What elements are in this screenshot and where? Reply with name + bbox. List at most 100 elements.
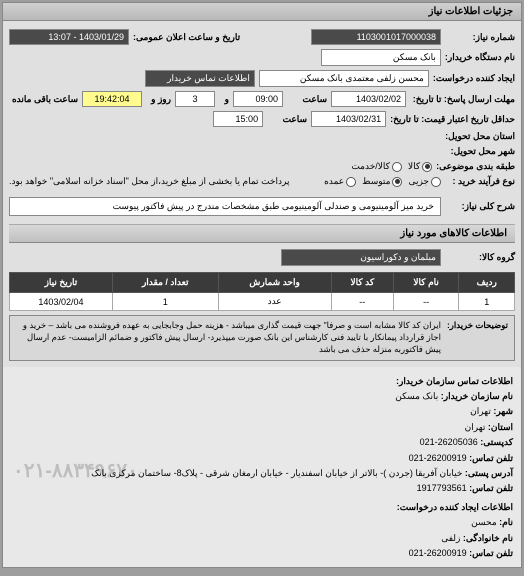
goods-section-title: اطلاعات کالاهای مورد نیاز: [9, 224, 515, 243]
radio-kala[interactable]: کالا: [408, 161, 432, 172]
creator-phone-label: تلفن تماس:: [469, 548, 513, 558]
deadline-send-date: 1403/02/02: [331, 91, 406, 107]
contact-org: بانک مسکن: [395, 391, 438, 401]
request-no-label: شماره نیاز:: [445, 32, 515, 43]
payment-note: پرداخت تمام یا بخشی از مبلغ خرید،از محل …: [9, 176, 289, 187]
radio-opt3-label: عمده: [324, 176, 344, 187]
budget-label: طبقه بندی موضوعی:: [436, 161, 515, 172]
radio-opt1[interactable]: جزیی: [408, 176, 441, 187]
contact-tel2: 1917793561: [417, 483, 467, 493]
process-type-label: نوع فرآیند خرید :: [445, 176, 515, 187]
contact-province-label: استان:: [488, 422, 513, 432]
contact-province: تهران: [465, 422, 486, 432]
time1-label: ساعت: [287, 94, 327, 105]
contact-city: تهران: [470, 406, 491, 416]
creator-family: زلفی: [441, 533, 460, 543]
contact-tel2-label: تلفن تماس:: [469, 483, 513, 493]
watermark-text: ۰۲۱-۸۸۳۴۹۶۷۰: [13, 455, 138, 487]
table-row: 1 -- -- عدد 1 1403/02/04: [10, 293, 515, 311]
buyer-contact-field[interactable]: اطلاعات تماس خریدار: [145, 70, 255, 87]
radio-opt2-label: متوسط: [362, 176, 390, 187]
request-no-field: 1103001017000038: [311, 29, 441, 45]
radio-opt1-label: جزیی: [408, 176, 429, 187]
contact-postal-label: کدپستی:: [480, 437, 513, 447]
buyer-org-field: بانک مسکن: [321, 49, 441, 66]
col-row: ردیف: [459, 273, 515, 293]
cell-qty: 1: [112, 293, 218, 311]
panel-body: شماره نیاز: 1103001017000038 تاریخ و ساع…: [3, 21, 521, 367]
cell-code: --: [331, 293, 393, 311]
contact-city-label: شهر:: [493, 406, 513, 416]
creator-field: محسن زلفی معتمدی بانک مسکن: [259, 70, 429, 87]
buyer-note-box: توضیحات خریدار: ایران کد کالا مشابه است …: [9, 315, 515, 361]
col-qty: تعداد / مقدار: [112, 273, 218, 293]
subject-radio-group: کالا کالا/خدمت: [351, 161, 432, 172]
row-goods-group: گروه کالا: مبلمان و دکوراسیون: [9, 247, 515, 268]
cell-unit: عدد: [218, 293, 331, 311]
buyer-note-label: توضیحات خریدار:: [447, 320, 508, 356]
radio-dot-icon: [422, 162, 432, 172]
row-creator: ایجاد کننده درخواست: محسن زلفی معتمدی با…: [9, 68, 515, 89]
row-budget: طبقه بندی موضوعی: کالا کالا/خدمت: [9, 159, 515, 174]
radio-khadamat[interactable]: کالا/خدمت: [351, 161, 402, 172]
remain2-label: روز و: [146, 94, 171, 105]
row-buyer-org: نام دستگاه خریدار: بانک مسکن: [9, 47, 515, 68]
contact-address-label: آدرس پستی:: [465, 468, 513, 478]
creator-family-label: نام خانوادگی:: [463, 533, 513, 543]
creator-name: محسن: [471, 517, 497, 527]
creator-name-label: نام:: [499, 517, 513, 527]
radio-opt3[interactable]: عمده: [324, 176, 356, 187]
radio-circle-icon: [392, 162, 402, 172]
details-panel: جزئیات اطلاعات نیاز شماره نیاز: 11030010…: [2, 2, 522, 568]
contact-org-label: نام سازمان خریدار:: [441, 391, 513, 401]
validity-time: 15:00: [213, 111, 263, 127]
radio-opt2[interactable]: متوسط: [362, 176, 402, 187]
row-request-no: شماره نیاز: 1103001017000038 تاریخ و ساع…: [9, 27, 515, 47]
delivery-city-label: شهر محل تحویل:: [445, 146, 515, 157]
validity-date: 1403/02/31: [311, 111, 386, 127]
goods-group-label: گروه کالا:: [445, 252, 515, 263]
row-process-type: نوع فرآیند خرید : جزیی متوسط عمده پرداخت…: [9, 174, 515, 189]
cell-row: 1: [459, 293, 515, 311]
creator-section-title: اطلاعات ایجاد کننده درخواست:: [11, 500, 513, 514]
row-need-desc: شرح کلی نیاز: خرید میز آلومینیومی و صندل…: [9, 195, 515, 218]
contact-address: خیابان آفریقا (جردن )- بالاتر از خیابان …: [91, 468, 462, 478]
row-delivery-city: شهر محل تحویل:: [9, 144, 515, 159]
cell-date: 1403/02/04: [10, 293, 113, 311]
cell-name: --: [393, 293, 459, 311]
deadline-send-label: مهلت ارسال پاسخ: تا تاریخ:: [410, 94, 515, 105]
deadline-send-time: 09:00: [233, 91, 283, 107]
radio-dot-icon: [392, 177, 402, 187]
remain-days: 3: [175, 91, 215, 107]
public-datetime-field: 1403/01/29 - 13:07: [9, 29, 129, 45]
radio-khadamat-label: کالا/خدمت: [351, 161, 390, 172]
creator-label: ایجاد کننده درخواست:: [433, 73, 515, 84]
contact-tel: 26200919-021: [409, 453, 467, 463]
row-deadline-send: مهلت ارسال پاسخ: تا تاریخ: 1403/02/02 سا…: [9, 89, 515, 109]
contact-section-title: اطلاعات تماس سازمان خریدار:: [11, 374, 513, 388]
col-name: نام کالا: [393, 273, 459, 293]
remain3-label: ساعت باقی مانده: [12, 94, 78, 105]
row-validity: حداقل تاریخ اعتبار قیمت: تا تاریخ: 1403/…: [9, 109, 515, 129]
goods-group-field: مبلمان و دکوراسیون: [281, 249, 441, 266]
goods-table: ردیف نام کالا کد کالا واحد شمارش تعداد /…: [9, 272, 515, 311]
table-header-row: ردیف نام کالا کد کالا واحد شمارش تعداد /…: [10, 273, 515, 293]
col-date: تاریخ نیاز: [10, 273, 113, 293]
radio-kala-label: کالا: [408, 161, 420, 172]
contact-tel-label: تلفن تماس:: [469, 453, 513, 463]
need-desc-field: خرید میز آلومینیومی و صندلی آلومینیومی ط…: [9, 197, 441, 216]
delivery-province-label: استان محل تحویل:: [445, 131, 515, 142]
creator-phone: 26200919-021: [409, 548, 467, 558]
col-unit: واحد شمارش: [218, 273, 331, 293]
panel-title: جزئیات اطلاعات نیاز: [3, 3, 521, 21]
need-desc-label: شرح کلی نیاز:: [445, 201, 515, 212]
validity-label: حداقل تاریخ اعتبار قیمت: تا تاریخ:: [390, 114, 515, 125]
radio-circle-icon: [346, 177, 356, 187]
buyer-note-text: ایران کد کالا مشابه است و صرفا" جهت قیمت…: [16, 320, 441, 356]
radio-circle-icon: [431, 177, 441, 187]
buyer-org-label: نام دستگاه خریدار:: [445, 52, 515, 63]
public-datetime-label: تاریخ و ساعت اعلان عمومی:: [133, 32, 240, 43]
process-radio-group: جزیی متوسط عمده: [324, 176, 441, 187]
col-code: کد کالا: [331, 273, 393, 293]
remain1-label: و: [219, 94, 229, 105]
